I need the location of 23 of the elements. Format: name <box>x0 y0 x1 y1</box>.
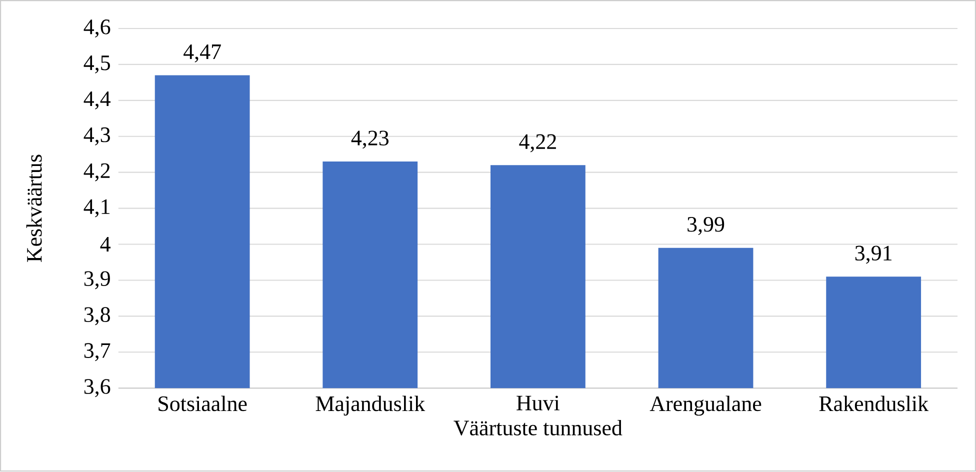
y-tick-label: 4 <box>100 237 110 252</box>
y-tick-label: 3,8 <box>84 307 110 326</box>
x-tick-label: Rakenduslik <box>819 396 929 412</box>
data-label: 4,22 <box>519 134 556 152</box>
data-label: 3,99 <box>688 217 724 236</box>
x-tick-label: Majanduslik <box>316 396 426 416</box>
y-tick-label: 3,6 <box>84 379 110 398</box>
data-label: 4,23 <box>351 130 389 149</box>
x-axis-title: Väärtuste tunnused <box>454 420 622 436</box>
x-tick-label: Sotsiaalne <box>158 396 247 412</box>
y-axis-title: Keskväärtus <box>26 155 42 262</box>
data-label: 3,91 <box>855 246 892 264</box>
y-tick-label: 4,6 <box>84 20 110 38</box>
data-label: 4,47 <box>184 44 221 63</box>
y-tick-label: 4,4 <box>84 92 110 110</box>
y-tick-label: 4,1 <box>84 200 110 218</box>
y-tick-label: 4,2 <box>84 164 110 182</box>
y-tick-label: 3,9 <box>84 271 110 290</box>
y-tick-label: 3,7 <box>84 343 110 362</box>
x-tick-label: Arengualane <box>650 396 762 416</box>
y-tick-label: 4,5 <box>84 56 110 74</box>
y-tick-label: 4,3 <box>84 128 110 146</box>
x-tick-label: Huvi <box>516 396 560 411</box>
